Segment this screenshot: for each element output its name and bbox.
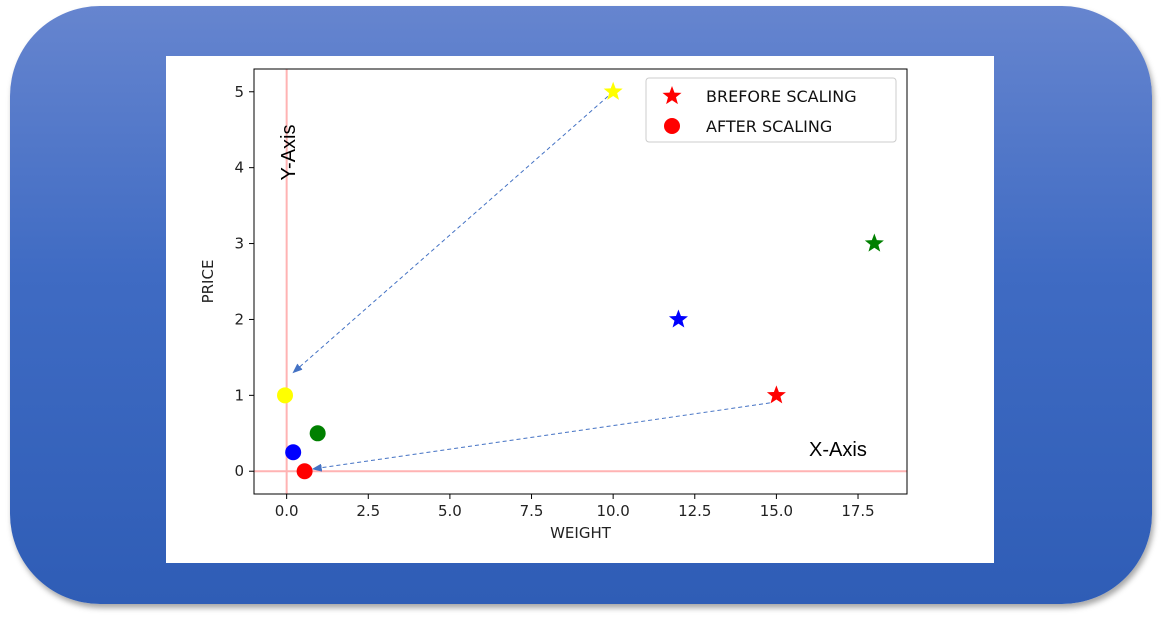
x-axis-label: WEIGHT xyxy=(550,524,612,542)
star-point xyxy=(668,309,688,328)
x-tick-label: 12.5 xyxy=(678,502,711,520)
circle-point xyxy=(285,444,302,461)
x-axis-annotation: X-Axis xyxy=(809,439,867,461)
y-tick-label: 5 xyxy=(234,83,244,101)
x-tick-label: 0.0 xyxy=(275,502,299,520)
x-tick-label: 7.5 xyxy=(520,502,544,520)
circle-point xyxy=(277,387,294,404)
legend-star-marker xyxy=(662,86,682,105)
y-tick-label: 2 xyxy=(234,310,244,328)
y-axis-annotation: Y-Axis xyxy=(278,125,300,181)
star-point xyxy=(864,233,884,252)
x-tick-label: 10.0 xyxy=(596,502,629,520)
star-point xyxy=(603,81,623,100)
y-tick-label: 1 xyxy=(234,386,244,404)
circle-point xyxy=(309,425,326,442)
y-tick-label: 0 xyxy=(234,462,244,480)
legend-label: AFTER SCALING xyxy=(706,117,832,136)
scaling-arrow xyxy=(311,402,770,472)
x-tick-label: 15.0 xyxy=(760,502,793,520)
legend-circle-marker xyxy=(664,118,680,134)
chart-panel: 0.0 2.5 5.0 7.5 10.0 12.5 15.0 17.5 0 1 2 3 4 5 WEIGHT… xyxy=(166,56,994,563)
y-tick-label: 3 xyxy=(234,235,244,253)
scatter-chart: 0.0 2.5 5.0 7.5 10.0 12.5 15.0 17.5 0 1 2 3 4 5 WEIGHT… xyxy=(199,68,908,542)
legend-box xyxy=(645,77,897,143)
plot-frame xyxy=(253,68,908,495)
y-tick-label: 4 xyxy=(234,159,244,177)
legend-label: BREFORE SCALING xyxy=(706,87,857,106)
x-tick-label: 17.5 xyxy=(841,502,874,520)
circle-point xyxy=(296,463,313,480)
x-tick-label: 2.5 xyxy=(356,502,380,520)
x-tick-label: 5.0 xyxy=(438,502,462,520)
y-axis-label: PRICE xyxy=(199,260,217,304)
star-point xyxy=(766,385,786,404)
scaling-arrow xyxy=(292,91,614,374)
